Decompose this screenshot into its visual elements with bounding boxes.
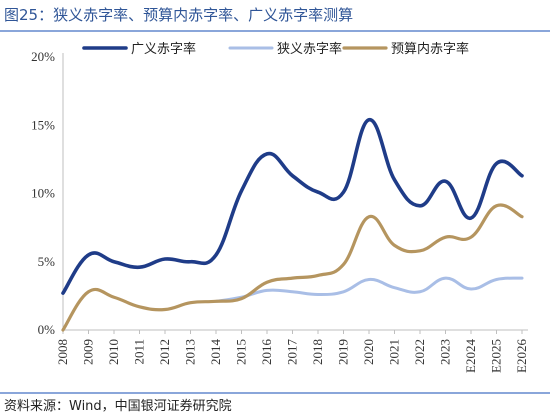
x-tick-label: 2017 [285,339,300,366]
legend-item-guangyi: 广义赤字率 [82,41,196,57]
y-tick-label: 15% [31,117,55,132]
series-line-guangyi [61,117,524,295]
x-tick-label: 2023 [438,339,453,365]
x-tick-label: 2013 [183,339,198,365]
x-tick-label: 2009 [81,339,96,365]
x-axis: 2008 2009 2010 2011 2012 2013 2014 2015 2016 2017… [55,329,529,373]
plot-area [61,117,524,332]
series-line-yusuannei [61,203,524,332]
x-tick-label: 2021 [387,339,402,365]
x-tick-label: 2015 [234,339,249,365]
x-tick-label: 2022 [412,339,427,365]
series-line-xiayi [214,276,524,303]
y-axis: 0% 5% 10% 15% 20% [31,49,64,337]
legend: 广义赤字率 狭义赤字率 预算内赤字率 [82,41,469,57]
x-tick-label: 2018 [310,339,325,365]
x-tick-label: E2025 [489,339,504,373]
x-tick-label: 2012 [157,339,172,365]
x-tick-label: 2011 [132,339,147,365]
x-tick-label: E2026 [514,339,529,373]
legend-label: 狭义赤字率 [277,41,342,57]
legend-item-yusuannei: 预算内赤字率 [342,41,469,57]
y-tick-label: 0% [38,322,56,337]
x-tick-label: 2019 [336,339,351,365]
x-tick-label: 2020 [361,339,376,365]
chart-title: 图25：狭义赤字率、预算内赤字率、广义赤字率测算 [4,6,353,24]
x-tick-label: E2024 [463,339,478,373]
x-tick-label: 2016 [259,339,274,366]
y-tick-label: 20% [31,49,55,64]
x-tick-label: 2008 [55,339,70,365]
y-tick-label: 5% [38,254,56,269]
x-tick-label: 2010 [106,339,121,365]
y-tick-label: 10% [31,186,55,201]
x-tick-label: 2014 [208,339,223,366]
legend-label: 预算内赤字率 [391,41,469,57]
legend-item-xiayi: 狭义赤字率 [228,41,342,57]
legend-label: 广义赤字率 [131,41,196,57]
source-note: 资料来源：Wind，中国银河证券研究院 [4,398,232,414]
